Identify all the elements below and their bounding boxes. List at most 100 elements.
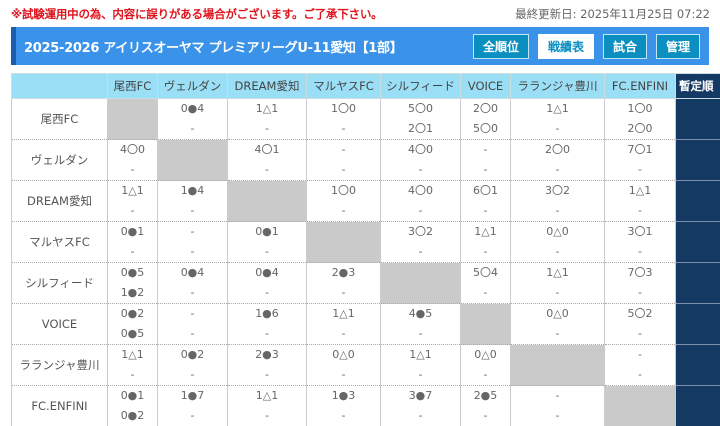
match-result: - [418, 204, 423, 217]
match-result: 0●2 [120, 409, 145, 422]
row-team-name: シルフィード [11, 262, 108, 304]
diagonal-cell [306, 221, 381, 263]
result-cell: 7〇3 - [604, 262, 676, 304]
result-cell: 2〇0 5〇0 [460, 98, 511, 140]
match-result: 5〇4 [473, 266, 498, 279]
match-result: - [638, 348, 642, 361]
diagonal-cell [510, 344, 605, 386]
match-result: 1△1 [255, 389, 279, 402]
match-result: 0●2 [180, 348, 205, 361]
match-result: 3〇1 [627, 225, 653, 238]
match-result: - [341, 122, 346, 135]
match-result: 2●5 [473, 389, 498, 402]
match-result: - [265, 368, 269, 381]
result-cell: 1△1 - [510, 262, 605, 304]
match-result: 4〇0 [120, 143, 145, 156]
match-result: 0△0 [474, 348, 497, 361]
match-result: 0●4 [255, 266, 279, 279]
match-result: - [555, 122, 560, 135]
result-cell: 1△1 - [460, 221, 511, 263]
match-result: - [418, 368, 423, 381]
result-cell: 4●5 - [380, 303, 461, 345]
result-cell: 0△0 - [510, 221, 605, 263]
result-cell: 0●4 - [157, 98, 228, 140]
match-result: 4〇0 [408, 143, 433, 156]
row-team-name: FC.ENFINI [11, 385, 108, 426]
result-cell: 0●4 - [227, 262, 307, 304]
match-result: 3●7 [408, 389, 433, 402]
match-result: - [265, 245, 269, 258]
result-cell: 6〇1 - [460, 180, 511, 222]
match-result: - [483, 368, 488, 381]
match-result: 2〇0 [473, 102, 498, 115]
nav-all-standings-button[interactable]: 全順位 [472, 33, 529, 59]
match-result: - [341, 204, 346, 217]
match-result: 0●5 [120, 327, 145, 340]
nav-admin-button[interactable]: 管理 [655, 33, 700, 59]
rank-cell: 7 [675, 344, 720, 386]
diagonal-cell [157, 139, 228, 181]
result-cell: -- [157, 221, 228, 263]
nav-results-table-button[interactable]: 戦績表 [537, 33, 594, 59]
row-team-name: ラランジャ豊川 [11, 344, 108, 386]
match-result: 0●1 [120, 389, 145, 402]
match-result: - [190, 307, 195, 320]
result-cell: 4〇0 - [380, 180, 461, 222]
result-cell: 1〇0 - [306, 98, 381, 140]
match-result: 1△1 [332, 307, 355, 320]
match-result: 1△1 [546, 266, 569, 279]
match-result: 0●4 [180, 266, 205, 279]
result-cell: 2〇0 - [510, 139, 605, 181]
column-header-team: VOICE [460, 73, 511, 99]
match-result: 1●6 [255, 307, 279, 320]
result-cell: 0△0 - [510, 303, 605, 345]
match-result: - [555, 163, 560, 176]
match-result: 7〇3 [627, 266, 653, 279]
match-result: 0●2 [120, 307, 145, 320]
result-cell: 4〇0 - [107, 139, 158, 181]
result-cell: 0△0 - [460, 344, 511, 386]
table-row: 尾西FC 0●4 - 1△1 - 1〇0 - 5〇0 2〇1 2〇0 5〇0 1△1 - 1〇0 2〇0 1 [11, 98, 720, 140]
result-cell: -- [157, 303, 228, 345]
match-result: 2●3 [255, 348, 279, 361]
match-result: 1△1 [121, 348, 144, 361]
column-header-team: マルヤスFC [306, 73, 381, 99]
result-cell: 1△1 - [380, 344, 461, 386]
diagonal-cell [380, 262, 461, 304]
match-result: - [418, 163, 423, 176]
match-result: - [638, 368, 642, 381]
rank-cell: 4 [675, 221, 720, 263]
result-cell: 3〇2 - [510, 180, 605, 222]
match-result: - [638, 327, 642, 340]
result-cell: 2●5 - [460, 385, 511, 426]
match-result: 0●1 [255, 225, 279, 238]
match-result: 2〇0 [627, 122, 653, 135]
match-result: 1●3 [331, 389, 356, 402]
match-result: 2●3 [331, 266, 356, 279]
result-cell: 5〇2 - [604, 303, 676, 345]
result-cell: 3〇1 - [604, 221, 676, 263]
match-result: - [341, 143, 346, 156]
match-result: - [341, 286, 346, 299]
match-result: - [190, 245, 195, 258]
match-result: 5〇2 [627, 307, 653, 320]
match-result: 5〇0 [408, 102, 433, 115]
result-cell: 1△1 - [107, 344, 158, 386]
match-result: 4●5 [408, 307, 433, 320]
diagonal-cell [460, 303, 511, 345]
match-result: - [555, 389, 560, 402]
diagonal-cell [227, 180, 307, 222]
rank-cell: 6 [675, 303, 720, 345]
match-result: - [130, 204, 135, 217]
match-result: 1〇0 [331, 102, 356, 115]
row-team-name: VOICE [11, 303, 108, 345]
result-cell: 7〇1 - [604, 139, 676, 181]
column-header-team: 尾西FC [107, 73, 158, 99]
match-result: 0△0 [546, 307, 569, 320]
result-cell: 2●3 - [306, 262, 381, 304]
match-result: 1△1 [474, 225, 497, 238]
result-cell: 1△1 - [510, 98, 605, 140]
match-result: - [341, 409, 346, 422]
row-team-name: DREAM愛知 [11, 180, 108, 222]
nav-matches-button[interactable]: 試合 [602, 33, 647, 59]
